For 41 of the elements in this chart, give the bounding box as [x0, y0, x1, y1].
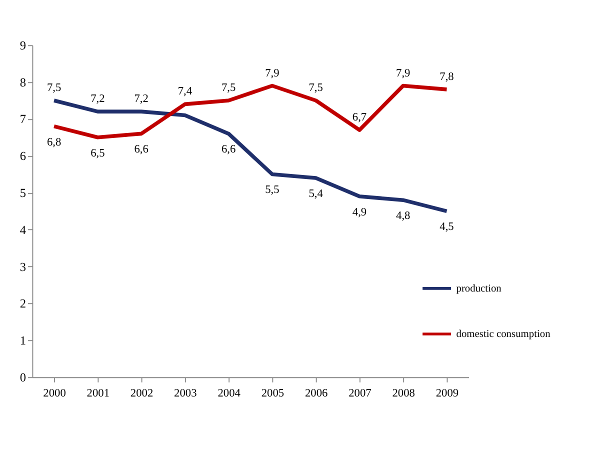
- y-tick-label: 8: [20, 75, 26, 90]
- y-tick-label: 6: [20, 149, 26, 164]
- data-label: 6,7: [352, 112, 367, 124]
- data-label: 7,5: [308, 82, 324, 94]
- data-label: 6,5: [90, 147, 106, 160]
- y-tick-label: 3: [20, 260, 26, 274]
- x-tick-label: 2000: [43, 388, 66, 400]
- data-label: 7,2: [90, 93, 106, 106]
- x-tick-label: 2008: [392, 388, 416, 400]
- data-label: 4,5: [440, 221, 454, 234]
- data-label: 7,8: [440, 70, 454, 83]
- y-tick-label: 9: [20, 38, 26, 52]
- data-label: 5,4: [308, 188, 324, 200]
- data-label: 4,9: [352, 206, 367, 218]
- data-label: 6,6: [134, 144, 149, 156]
- x-tick-label: 2001: [86, 388, 110, 400]
- data-label: 7,9: [265, 67, 280, 80]
- y-tick-label: 0: [20, 370, 26, 384]
- x-tick-label: 2006: [304, 388, 328, 400]
- data-label: 5,5: [265, 184, 280, 196]
- x-tick-label: 2005: [261, 388, 284, 400]
- x-tick-label: 2003: [174, 388, 198, 400]
- y-tick-label: 4: [20, 222, 26, 237]
- data-label: 6,8: [46, 136, 62, 148]
- data-label: 7,4: [178, 86, 192, 98]
- data-label: 7,2: [134, 93, 149, 106]
- y-tick-label: 2: [20, 296, 26, 311]
- legend-label: production: [456, 283, 502, 294]
- y-tick-label: 7: [20, 112, 26, 126]
- data-label: 7,9: [396, 67, 411, 80]
- data-label: 4,8: [396, 210, 411, 222]
- x-tick-label: 2009: [436, 388, 459, 400]
- y-tick-label: 1: [20, 334, 26, 348]
- x-tick-label: 2007: [348, 388, 372, 400]
- x-tick-label: 2004: [218, 388, 241, 400]
- data-label: 7,5: [46, 82, 62, 94]
- legend-label: domestic consumption: [456, 328, 552, 340]
- data-label: 7,5: [221, 82, 236, 94]
- data-label: 6,6: [221, 144, 236, 156]
- x-tick-label: 2002: [130, 388, 154, 400]
- y-tick-label: 5: [20, 186, 26, 200]
